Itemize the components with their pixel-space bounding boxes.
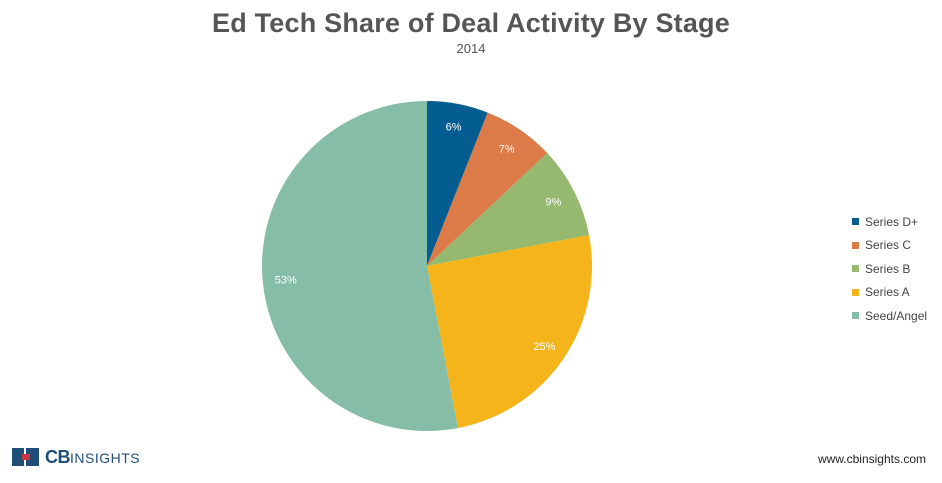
pie-slice-series-a <box>427 235 592 429</box>
legend-label: Series C <box>865 238 912 253</box>
data-label-series-a: 25% <box>533 341 555 353</box>
legend-item-series-d-: Series D+ <box>852 210 927 234</box>
legend-item-seed-angel: Seed/Angel <box>852 304 927 328</box>
data-label-series-d-: 6% <box>446 122 462 134</box>
chart-subtitle: 2014 <box>456 41 486 56</box>
legend-swatch <box>852 288 859 296</box>
chart-legend: Series D+ Series C Series B Series A Seed/An… <box>852 210 927 328</box>
data-label-series-b: 9% <box>545 197 561 209</box>
cb-insights-logo-icon <box>12 448 39 466</box>
legend-item-series-c: Series C <box>852 234 927 258</box>
pie-slice-series-c <box>427 112 548 266</box>
legend-item-series-a: Series A <box>852 281 927 305</box>
data-label-seed-angel: 53% <box>275 274 297 286</box>
cb-insights-logo: CBINSIGHTS <box>12 444 140 470</box>
website-url: www.cbinsights.com <box>817 452 926 466</box>
pie-slice-series-d- <box>427 101 488 266</box>
legend-swatch <box>852 218 859 226</box>
legend-label: Series B <box>865 261 911 276</box>
legend-label: Series D+ <box>865 214 919 229</box>
legend-label: Series A <box>865 285 910 300</box>
legend-label: Seed/Angel <box>865 308 928 323</box>
legend-swatch <box>852 265 859 273</box>
data-label-series-c: 7% <box>499 144 515 156</box>
legend-swatch <box>852 312 859 320</box>
legend-item-series-b: Series B <box>852 257 927 281</box>
pie-slice-series-b <box>427 153 590 266</box>
chart-title: Ed Tech Share of Deal Activity By Stage <box>212 8 730 38</box>
logo-text: CBINSIGHTS <box>45 446 141 467</box>
pie-slice-seed-angel <box>261 101 458 431</box>
legend-swatch <box>852 241 859 249</box>
